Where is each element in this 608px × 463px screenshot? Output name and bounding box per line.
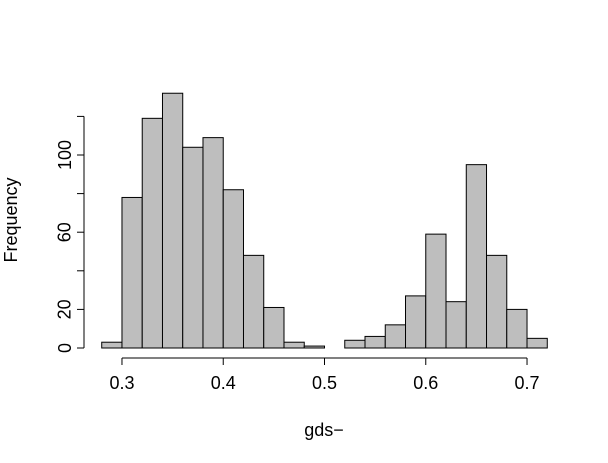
- bar: [121, 196, 143, 349]
- bar: [242, 254, 265, 349]
- y-tick-label: 20: [55, 299, 75, 319]
- y-axis-label: Frequency: [1, 177, 21, 262]
- x-tick-label: 0.5: [312, 373, 337, 393]
- bar: [303, 345, 326, 349]
- bar: [364, 335, 386, 349]
- bar: [445, 301, 467, 349]
- x-tick-label: 0.6: [413, 373, 438, 393]
- bar: [344, 339, 366, 349]
- x-axis-label: gds−: [304, 420, 344, 440]
- bar: [405, 295, 427, 349]
- bar: [384, 324, 407, 349]
- bar: [486, 254, 508, 349]
- x-tick-label: 0.7: [515, 373, 540, 393]
- bar: [526, 337, 548, 349]
- bar: [161, 92, 184, 349]
- bar: [506, 308, 528, 349]
- bar: [425, 233, 447, 349]
- bar: [141, 117, 163, 349]
- bar: [222, 189, 244, 349]
- x-tick-label: 0.4: [211, 373, 236, 393]
- y-tick-label: 0: [55, 343, 75, 353]
- bar: [182, 146, 204, 349]
- bar: [263, 306, 285, 349]
- x-tick-label: 0.3: [109, 373, 134, 393]
- bar: [202, 137, 224, 349]
- y-tick-label: 100: [55, 140, 75, 170]
- bar: [465, 164, 488, 349]
- bar: [101, 341, 123, 349]
- bar: [283, 341, 305, 349]
- y-tick-label: 60: [55, 222, 75, 242]
